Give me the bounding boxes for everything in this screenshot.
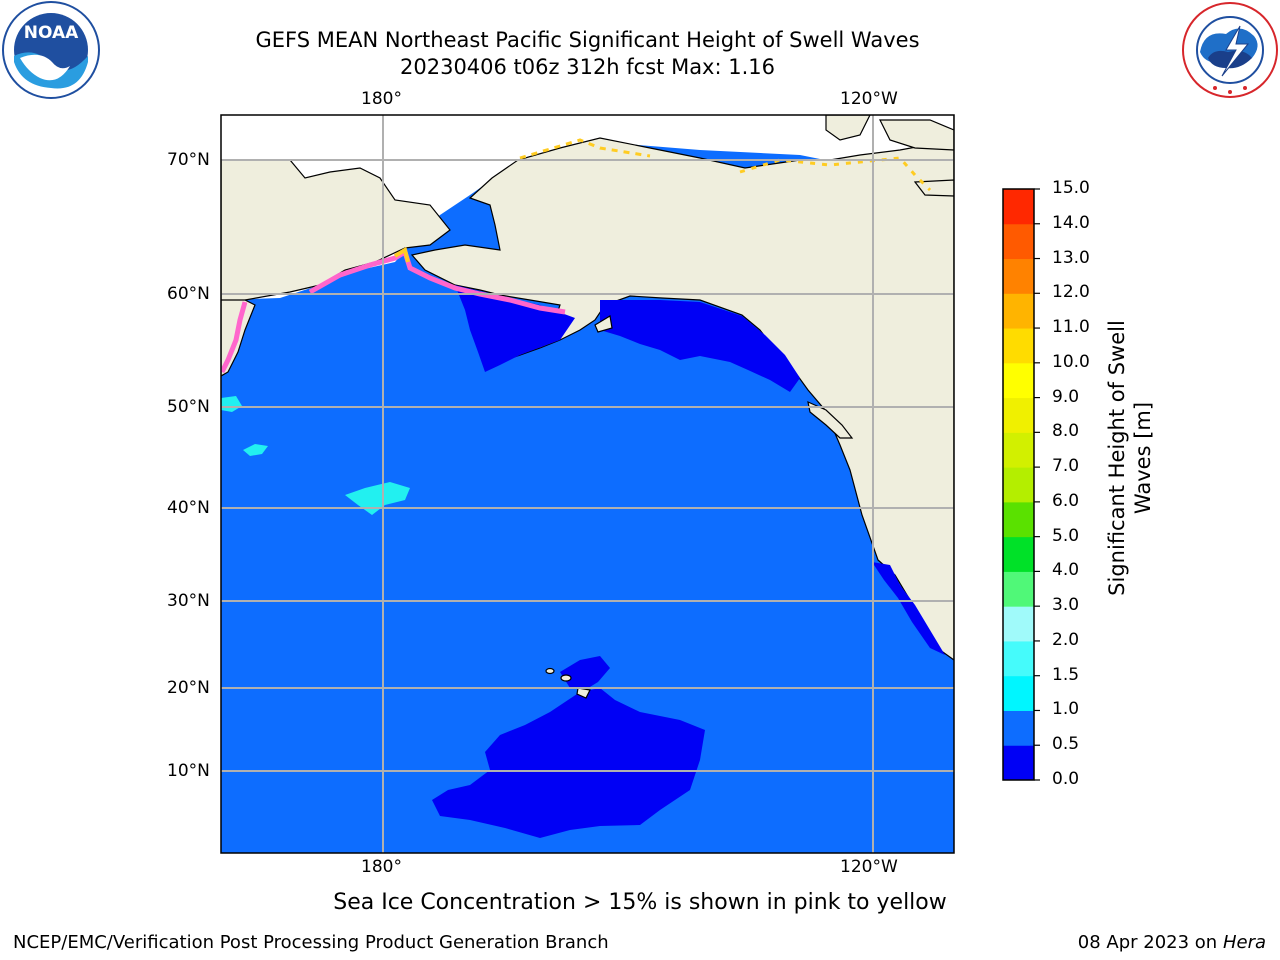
hawaii-island	[545, 667, 555, 675]
colorbar	[1003, 188, 1040, 781]
lon-label-top-180: 180°	[361, 89, 402, 109]
colorbar-swatch	[1003, 223, 1034, 260]
colorbar-tick-label: 11.0	[1052, 317, 1090, 338]
colorbar-swatch	[1003, 710, 1034, 746]
map-area	[221, 115, 954, 853]
lon-label-top-120w: 120°W	[840, 89, 898, 109]
lon-label-bottom-120w: 120°W	[840, 857, 898, 877]
low-swell-california	[872, 562, 945, 655]
arctic-island	[825, 115, 871, 141]
colorbar-swatch	[1003, 606, 1034, 642]
sea-ice-edge	[308, 248, 566, 315]
lon-label-bottom-180: 180°	[361, 857, 402, 877]
lat-label-10n: 10°N	[167, 761, 210, 781]
low-swell-tropics	[432, 688, 705, 838]
colorbar-swatch	[1003, 362, 1034, 399]
low-swell-hawaii	[560, 656, 610, 690]
lat-label-60n: 60°N	[167, 284, 210, 304]
colorbar-swatch	[1003, 467, 1034, 503]
map-frame	[220, 114, 955, 854]
colorbar-tick-label: 2.0	[1052, 629, 1080, 650]
sea-ice-edge	[221, 301, 248, 374]
sea-ice-edge	[393, 246, 410, 263]
colorbar-label-line1: Significant Height of Swell	[1105, 320, 1129, 596]
colorbar-swatch	[1003, 675, 1034, 711]
colorbar-swatch	[1003, 745, 1034, 781]
colorbar-swatch	[1003, 536, 1034, 572]
nws-logo	[1182, 2, 1278, 98]
colorbar-tick-label: 5.0	[1052, 525, 1080, 546]
colorbar-tick-label: 6.0	[1052, 490, 1080, 511]
credit-host: Hera	[1222, 932, 1266, 953]
low-swell-coastal	[600, 300, 800, 392]
sea-ice-note: Sea Ice Concentration > 15% is shown in …	[333, 890, 947, 915]
hawaii-island	[560, 674, 572, 682]
colorbar-tick-label: 10.0	[1052, 351, 1090, 372]
colorbar-swatch	[1003, 293, 1034, 329]
colorbar-tick-label: 14.0	[1052, 212, 1090, 233]
colorbar-tick-label: 4.0	[1052, 560, 1080, 581]
credit-left: NCEP/EMC/Verification Post Processing Pr…	[13, 932, 609, 953]
chart-title: GEFS MEAN Northeast Pacific Significant …	[255, 28, 920, 52]
colorbar-label: Significant Height of Swell Waves [m]	[1104, 248, 1156, 668]
credit-date: 08 Apr 2023 on	[1077, 932, 1223, 953]
swell-patch-cyan	[345, 482, 410, 515]
arctic-island	[913, 179, 954, 197]
colorbar-tick-label: 12.0	[1052, 282, 1090, 303]
chart-subtitle: 20230406 t06z 312h fcst Max: 1.16	[400, 55, 775, 79]
kodiak-island	[594, 315, 613, 333]
colorbar-tick-label: 0.5	[1052, 734, 1080, 755]
credit-right: 08 Apr 2023 on Hera	[1078, 932, 1266, 953]
colorbar-tick-label: 7.0	[1052, 456, 1080, 477]
colorbar-swatch	[1003, 189, 1034, 225]
colorbar-label-line2: Waves [m]	[1131, 401, 1155, 515]
arctic-white	[221, 115, 954, 300]
colorbar-frame	[1002, 188, 1035, 781]
lat-label-40n: 40°N	[167, 498, 210, 518]
colorbar-swatch	[1003, 258, 1034, 294]
swell-patch-cyan	[243, 444, 268, 456]
colorbar-swatch	[1003, 640, 1034, 677]
vancouver-island	[807, 400, 854, 439]
colorbar-swatch	[1003, 571, 1034, 607]
low-swell-gulf-of-alaska	[455, 285, 575, 372]
noaa-logo-text: NOAA	[24, 23, 79, 43]
colorbar-tick-label: 3.0	[1052, 595, 1080, 616]
colorbar-tick-label: 15.0	[1052, 178, 1090, 198]
lat-label-70n: 70°N	[167, 150, 210, 170]
colorbar-swatch	[1003, 501, 1034, 538]
colorbar-tick-label: 1.0	[1052, 699, 1080, 720]
colorbar-tick-label: 1.5	[1052, 664, 1080, 685]
colorbar-tick-label: 13.0	[1052, 247, 1090, 268]
colorbar-swatch	[1003, 432, 1034, 468]
colorbar-tick-label: 0.0	[1052, 769, 1080, 789]
lat-label-20n: 20°N	[167, 678, 210, 698]
colorbar-swatch	[1003, 397, 1034, 433]
noaa-logo: NOAA	[2, 1, 100, 99]
graticule	[221, 115, 954, 853]
hawaii-island	[576, 687, 591, 699]
lat-label-30n: 30°N	[167, 591, 210, 611]
arctic-island	[879, 119, 954, 151]
colorbar-swatch	[1003, 328, 1034, 364]
colorbar-tick-label: 9.0	[1052, 386, 1080, 407]
lat-label-50n: 50°N	[167, 397, 210, 417]
sea-ice-edge	[519, 138, 651, 160]
colorbar-tick-label: 8.0	[1052, 421, 1080, 442]
